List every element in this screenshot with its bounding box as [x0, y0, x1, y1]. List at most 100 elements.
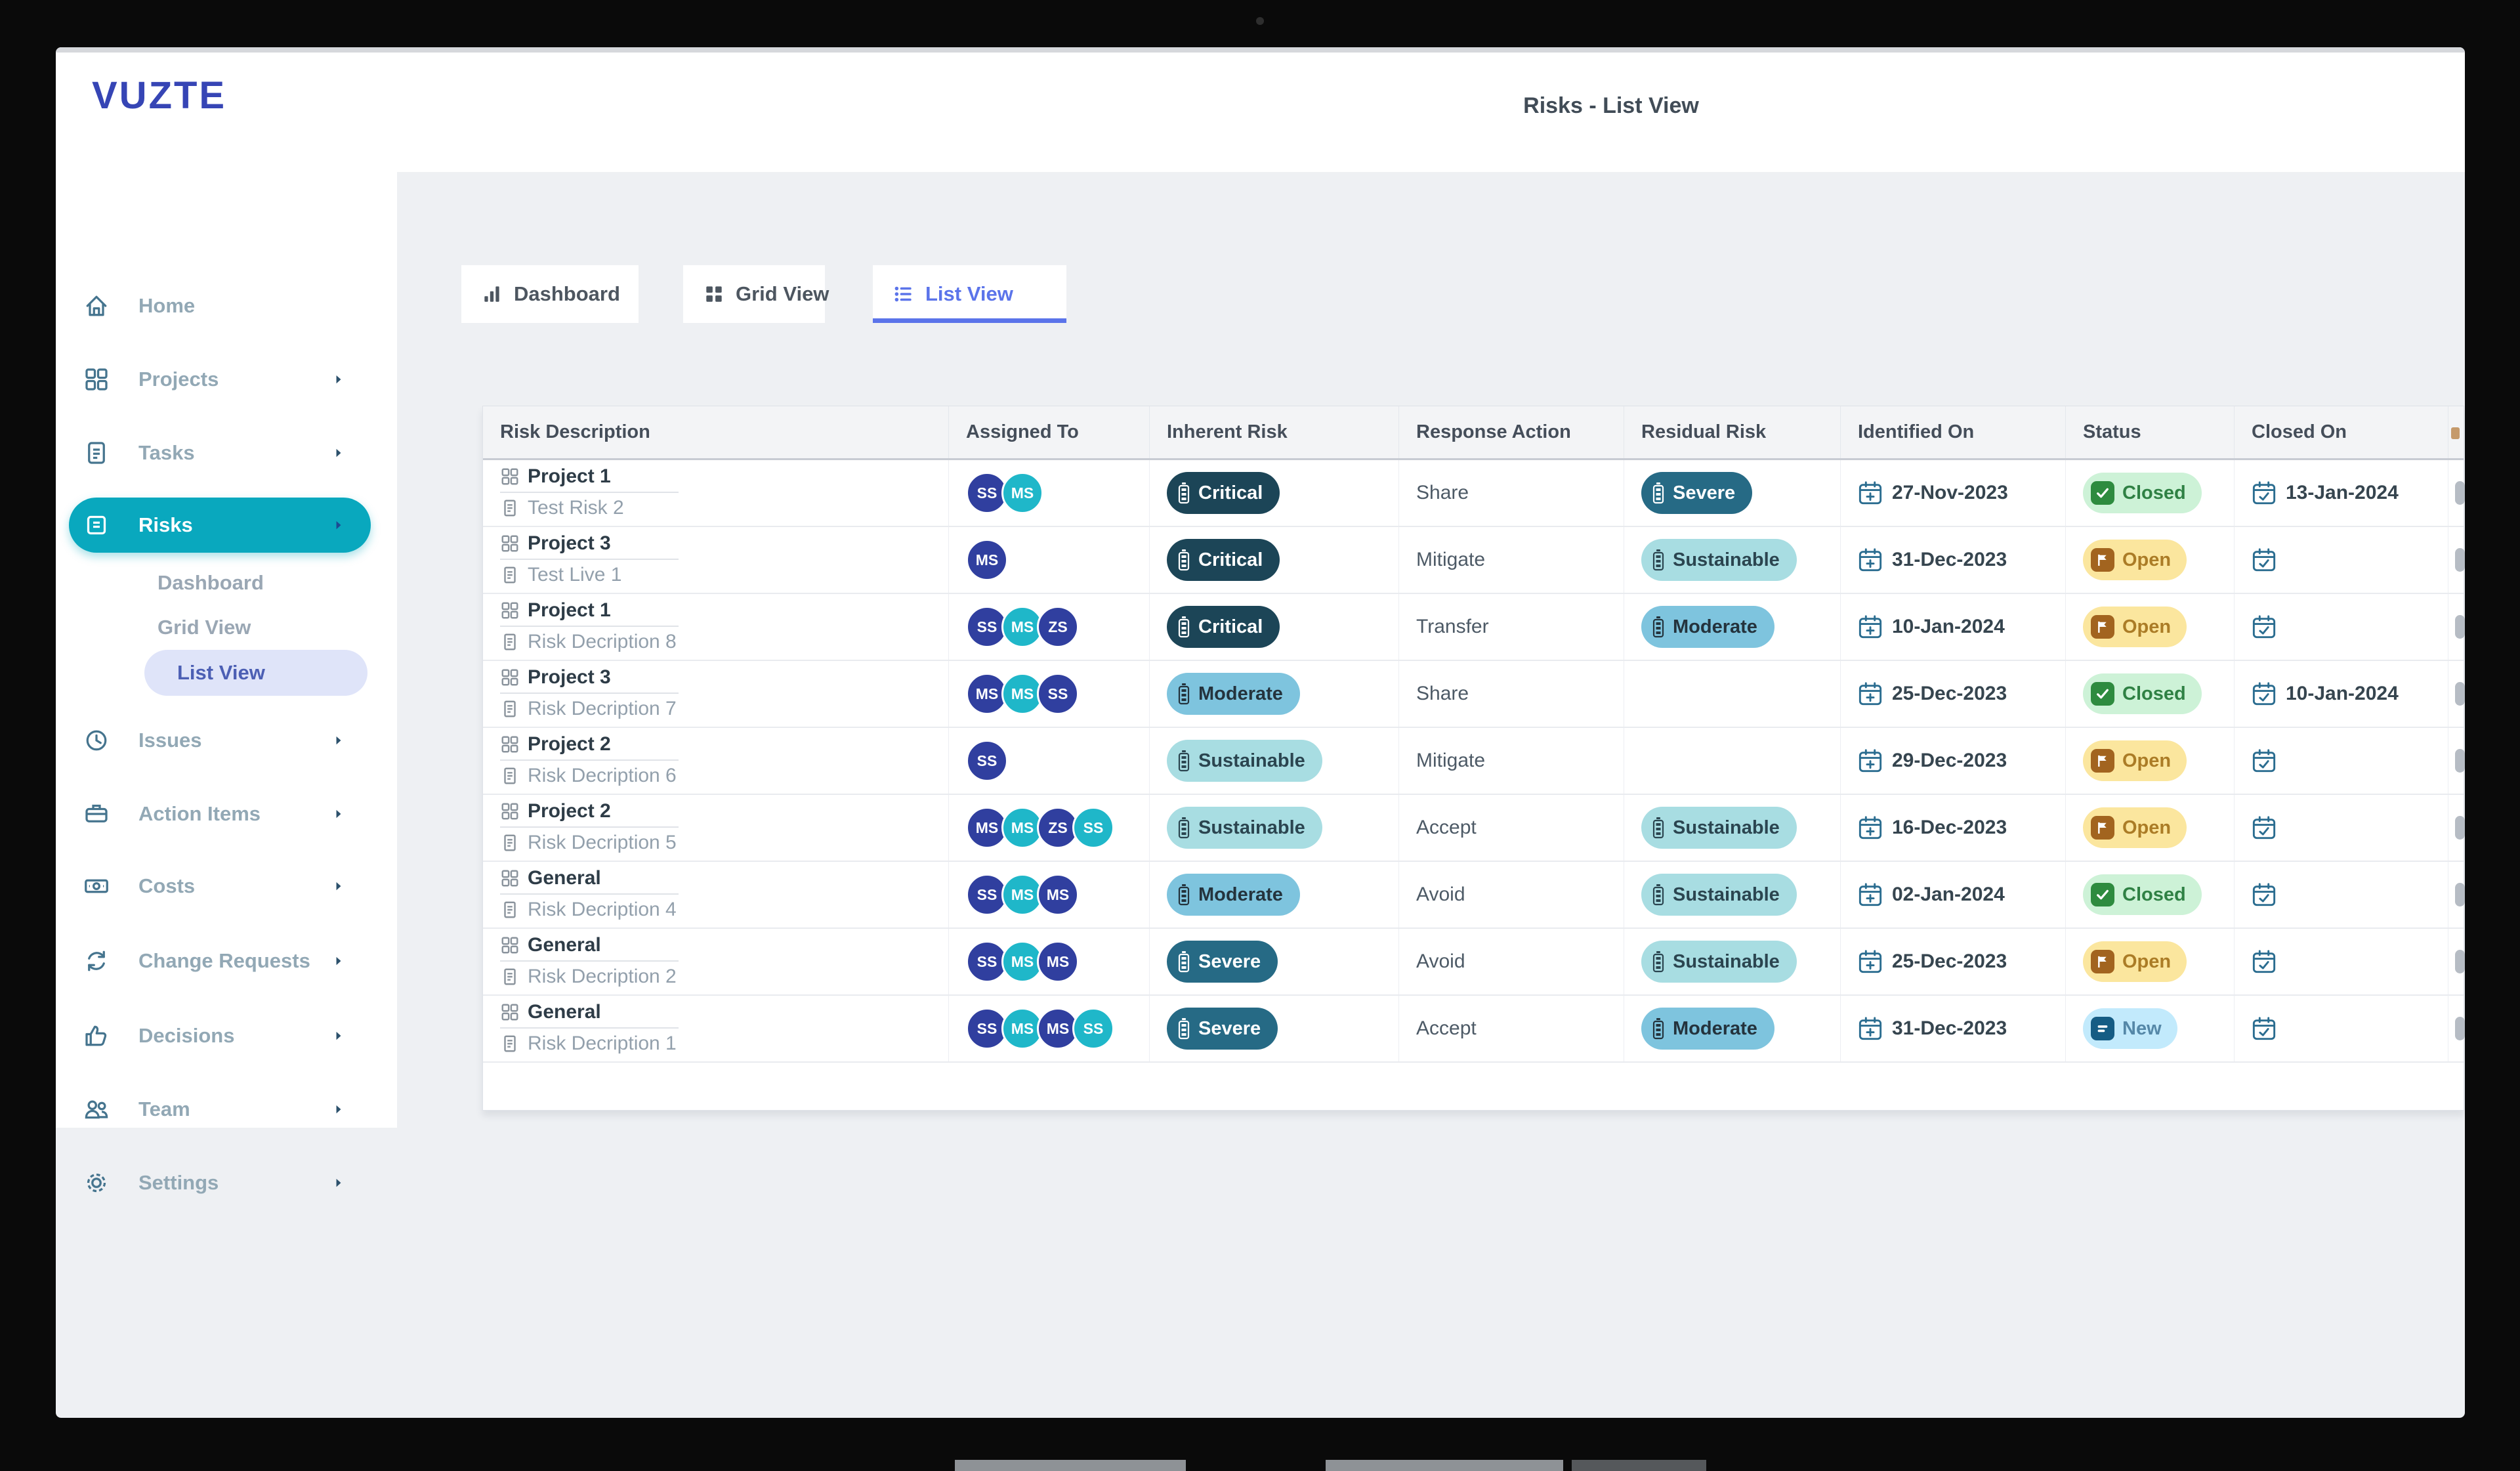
sidebar-item-action-items[interactable]: Action Items: [56, 790, 397, 838]
cut-off-actions-cell[interactable]: [2448, 795, 2465, 861]
residual-risk-cell: Moderate: [1624, 594, 1841, 660]
sidebar-item-label: Home: [138, 294, 196, 317]
calendar-check-icon: [2252, 681, 2277, 706]
sidebar-item-decisions[interactable]: Decisions: [56, 1012, 397, 1059]
table-row[interactable]: General Risk Decription 4 SS MS MS Moderate Av…: [483, 862, 2465, 929]
active-item-pill: [69, 498, 371, 553]
row-action-partial-icon[interactable]: [2455, 615, 2465, 639]
row-action-partial-icon[interactable]: [2455, 749, 2465, 773]
battery-icon: [1177, 883, 1190, 906]
row-action-partial-icon[interactable]: [2455, 481, 2465, 505]
battery-icon: [1177, 950, 1190, 973]
cut-off-actions-cell[interactable]: [2448, 996, 2465, 1061]
sidebar-item-tasks[interactable]: Tasks: [56, 429, 397, 477]
flag-icon: [2091, 816, 2114, 840]
table-row[interactable]: Project 3 Risk Decription 7 MS MS SS Moderate…: [483, 661, 2465, 728]
chevron-right-icon: [331, 1102, 346, 1117]
risk-name: Risk Decription 8: [528, 631, 677, 652]
assigned-to-cell: SS: [949, 728, 1150, 794]
cut-off-actions-cell[interactable]: [2448, 661, 2465, 727]
sidebar-item-grid-view[interactable]: Grid View: [56, 607, 397, 649]
decisions-thumb-icon: [83, 1023, 110, 1049]
sidebar-item-costs[interactable]: Costs: [56, 863, 397, 910]
sidebar-item-projects[interactable]: Projects: [56, 356, 397, 403]
identified-on-cell: 16-Dec-2023: [1841, 795, 2066, 861]
inherent-risk-cell: Severe: [1150, 929, 1399, 994]
risk-name: Risk Decription 4: [528, 899, 677, 920]
table-row[interactable]: General Risk Decription 1 SS MS MS SS Severe Ac…: [483, 996, 2465, 1063]
row-action-partial-icon[interactable]: [2455, 816, 2465, 840]
sidebar-item-label: Decisions: [138, 1024, 235, 1047]
sidebar-item-label: Team: [138, 1098, 190, 1120]
risk-level-badge: Severe: [1641, 472, 1753, 514]
row-action-partial-icon[interactable]: [2455, 950, 2465, 973]
calendar-plus-icon: [1858, 614, 1883, 639]
project-name: Project 1: [528, 599, 611, 621]
project-grid-icon: [500, 668, 520, 687]
closed-on-cell: [2235, 862, 2448, 927]
active-subitem-pill: [144, 650, 368, 696]
column-header-inherent-risk: Inherent Risk: [1150, 406, 1399, 458]
risk-level-badge: Moderate: [1167, 874, 1300, 916]
avatar: MS: [1001, 472, 1043, 514]
avatar: SS: [1072, 1008, 1114, 1050]
list-icon: [892, 283, 915, 305]
response-action-cell: Avoid: [1399, 862, 1624, 927]
column-header-residual-risk: Residual Risk: [1624, 406, 1841, 458]
bezel-reflection: [1572, 1460, 1706, 1471]
sidebar-item-list-view[interactable]: List View: [56, 650, 397, 696]
column-header-identified-on: Identified On: [1841, 406, 2066, 458]
sidebar-item-team[interactable]: Team: [56, 1086, 397, 1133]
residual-risk-cell: Severe: [1624, 460, 1841, 526]
project-name: General: [528, 1001, 601, 1023]
tab-grid-view[interactable]: Grid View: [683, 265, 829, 323]
closed-on-cell: [2235, 728, 2448, 794]
cut-off-actions-cell[interactable]: [2448, 929, 2465, 994]
table-row[interactable]: Project 3 Test Live 1 MS Critical Mitigate Su…: [483, 527, 2465, 594]
battery-icon: [1177, 615, 1190, 639]
sidebar-item-issues[interactable]: Issues: [56, 717, 397, 764]
calendar-check-icon: [2252, 748, 2277, 773]
table-row[interactable]: General Risk Decription 2 SS MS MS Severe Avoi…: [483, 929, 2465, 996]
cut-off-actions-cell[interactable]: [2448, 460, 2465, 526]
battery-icon: [1652, 883, 1665, 906]
table-row[interactable]: Project 2 Risk Decription 6 SS Sustainable M…: [483, 728, 2465, 795]
battery-icon: [1177, 481, 1190, 505]
sidebar-item-change-requests[interactable]: Change Requests: [56, 937, 397, 985]
brand-logo: VUZTE: [92, 74, 227, 117]
cut-off-actions-cell[interactable]: [2448, 728, 2465, 794]
risk-description-cell: Project 2 Risk Decription 5: [483, 795, 949, 861]
cut-off-actions-cell[interactable]: [2448, 527, 2465, 593]
sidebar-item-dashboard[interactable]: Dashboard: [56, 562, 397, 604]
risk-name: Risk Decription 7: [528, 698, 677, 719]
table-row[interactable]: Project 1 Test Risk 2 SS MS Critical Share Sev…: [483, 460, 2465, 527]
row-action-partial-icon[interactable]: [2455, 1017, 2465, 1040]
calendar-check-icon: [2252, 882, 2277, 907]
row-action-partial-icon[interactable]: [2455, 682, 2465, 706]
cut-off-actions-cell[interactable]: [2448, 594, 2465, 660]
status-badge: Open: [2083, 740, 2187, 781]
row-action-partial-icon[interactable]: [2455, 548, 2465, 572]
sidebar-item-settings[interactable]: Settings: [56, 1159, 397, 1206]
avatar: SS: [966, 740, 1008, 782]
sidebar-item-risks[interactable]: Risks: [56, 498, 397, 553]
calendar-check-icon: [2252, 480, 2277, 505]
status-cell: Closed: [2066, 661, 2235, 727]
project-name: Project 2: [528, 800, 611, 822]
risk-name: Risk Decription 5: [528, 832, 677, 853]
tab-dashboard[interactable]: Dashboard: [461, 265, 639, 323]
assigned-to-cell: MS: [949, 527, 1150, 593]
sidebar-item-home[interactable]: Home: [56, 282, 397, 330]
column-header-response-action: Response Action: [1399, 406, 1624, 458]
tab-list-view[interactable]: List View: [873, 265, 1066, 323]
team-people-icon: [83, 1096, 110, 1122]
residual-risk-cell: [1624, 728, 1841, 794]
table-row[interactable]: Project 2 Risk Decription 5 MS MS ZS SS Sustai…: [483, 795, 2465, 862]
calendar-plus-icon: [1858, 748, 1883, 773]
table-row[interactable]: Project 1 Risk Decription 8 SS MS ZS Critical…: [483, 594, 2465, 661]
row-action-partial-icon[interactable]: [2455, 883, 2465, 906]
cut-off-actions-cell[interactable]: [2448, 862, 2465, 927]
project-grid-icon: [500, 935, 520, 955]
status-badge: Open: [2083, 807, 2187, 848]
screen-top-edge: [56, 47, 2465, 53]
